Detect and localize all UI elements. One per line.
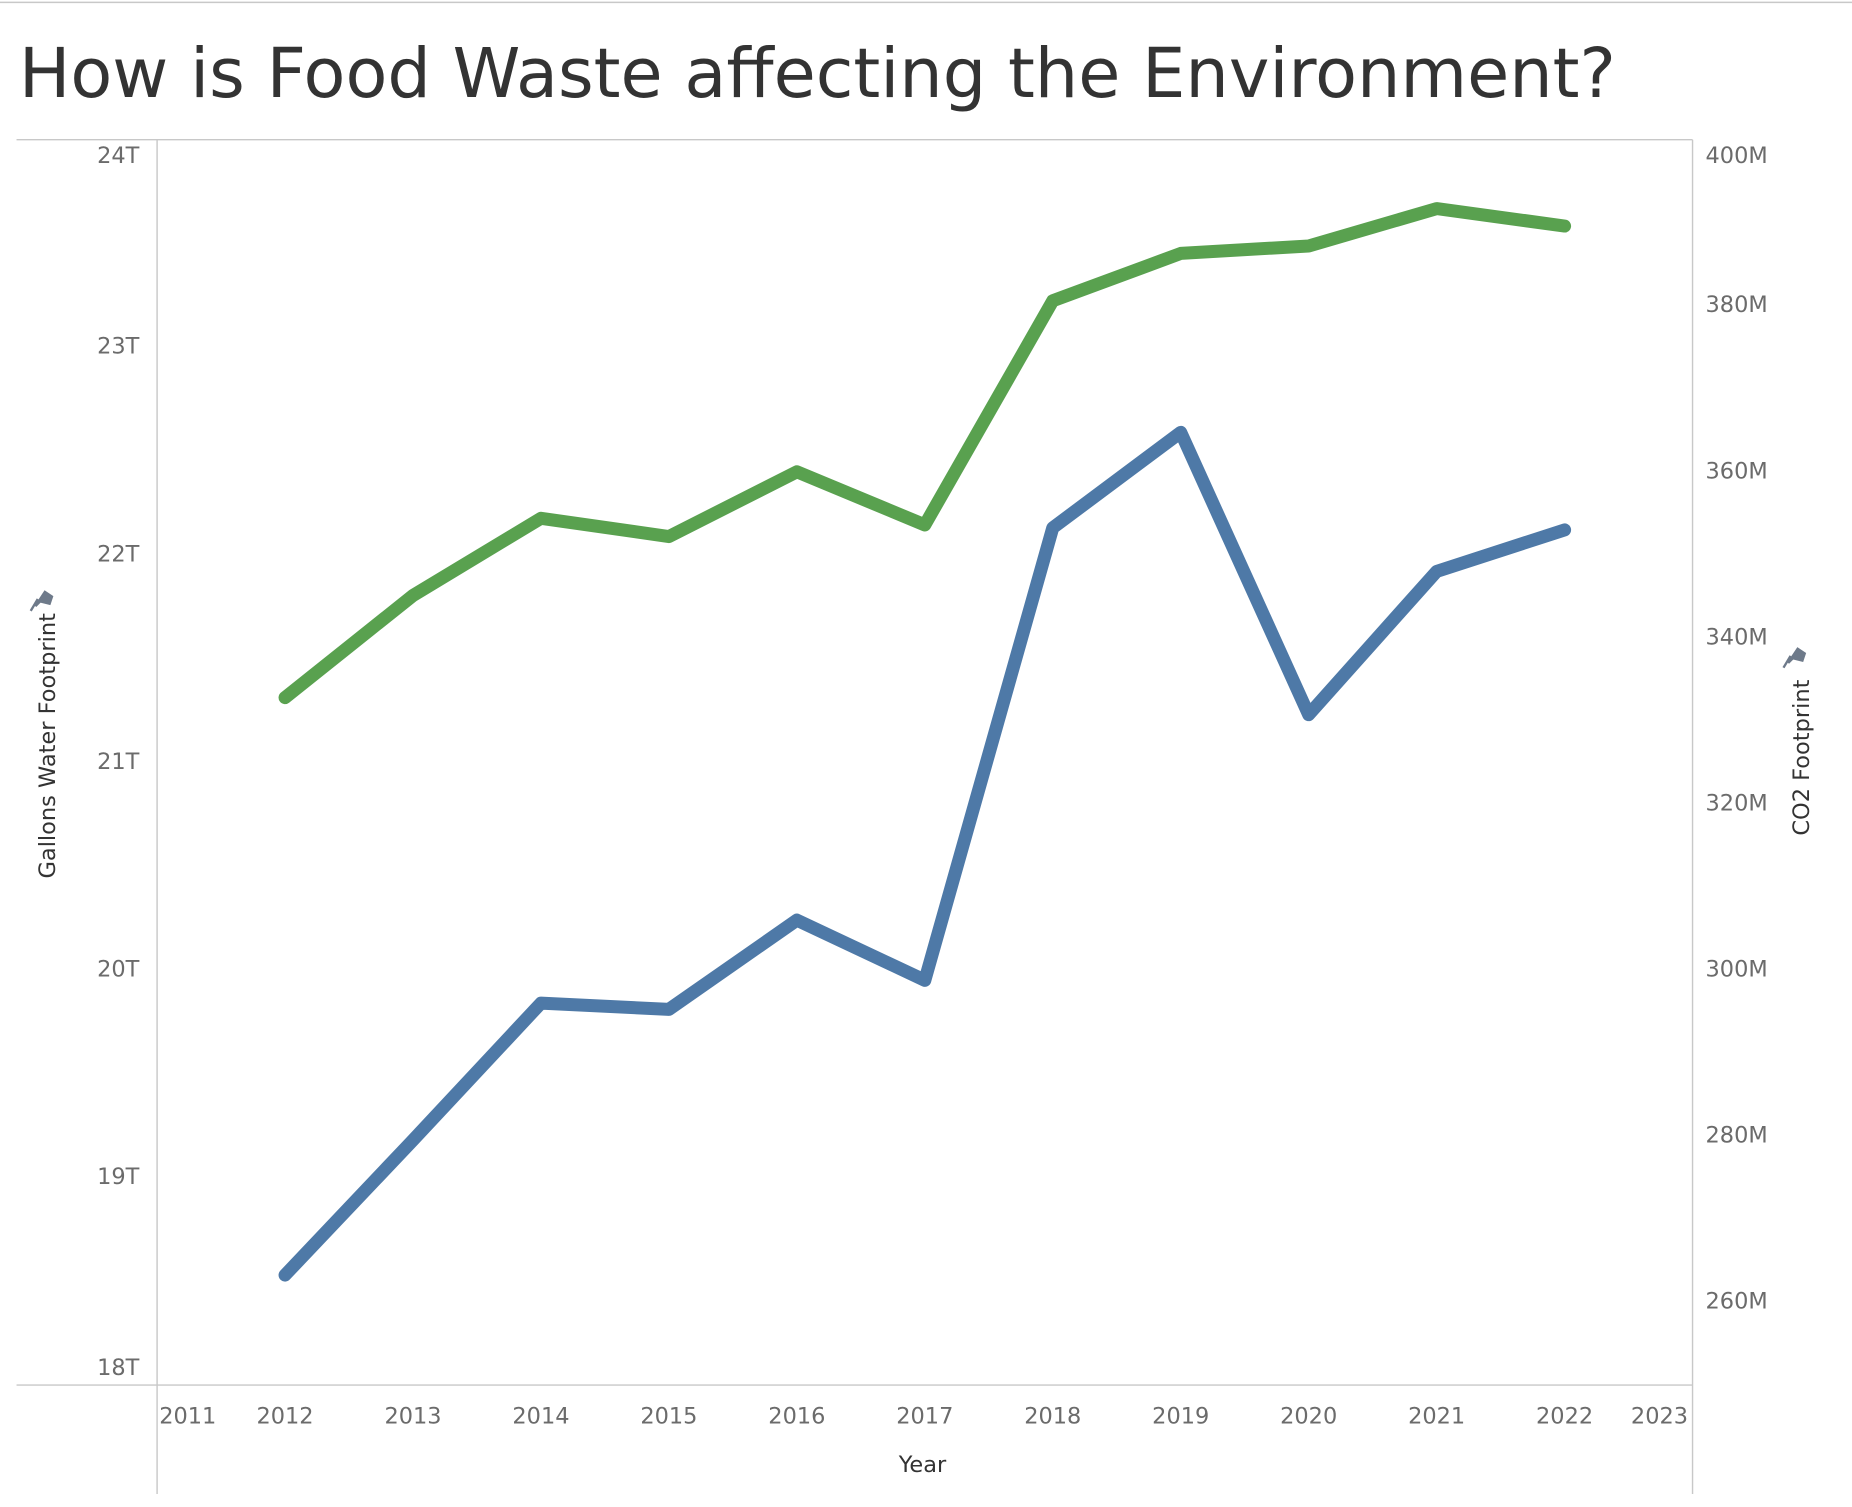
- x-tick-label: 2017: [896, 1404, 953, 1430]
- y2-tick-label: 300M: [1706, 956, 1768, 982]
- chart-title: How is Food Waste affecting the Environm…: [19, 34, 1616, 114]
- x-tick-label: 2023: [1631, 1404, 1688, 1430]
- y-tick-label: 18T: [97, 1355, 140, 1381]
- y-tick-label: 20T: [97, 956, 140, 982]
- y2-tick-label: 380M: [1706, 292, 1768, 318]
- y-tick-label: 23T: [97, 334, 140, 360]
- y2-axis-title: CO2 Footprint: [1789, 679, 1815, 835]
- series-line: [278, 425, 1572, 1282]
- x-tick-label: 2014: [512, 1404, 569, 1430]
- y-tick-label: 24T: [97, 143, 140, 169]
- x-tick-label: 2019: [1152, 1404, 1209, 1430]
- x-axis-title: Year: [898, 1452, 947, 1478]
- x-tick-label: 2021: [1408, 1404, 1465, 1430]
- x-tick-label: 2022: [1536, 1404, 1593, 1430]
- y-tick-label: 21T: [97, 749, 140, 775]
- x-tick-label: 2018: [1024, 1404, 1081, 1430]
- series-line: [278, 202, 1572, 705]
- y2-tick-label: 320M: [1706, 790, 1768, 816]
- y2-tick-label: 340M: [1706, 624, 1768, 650]
- x-tick-label: 2012: [256, 1404, 313, 1430]
- x-tick-label: 2011: [159, 1404, 216, 1430]
- y2-tick-label: 260M: [1706, 1289, 1768, 1315]
- pin-icon[interactable]: [1782, 647, 1807, 669]
- y-axis-title: Gallons Water Footprint: [35, 613, 61, 879]
- y-tick-label: 19T: [97, 1164, 140, 1190]
- x-tick-label: 2015: [640, 1404, 697, 1430]
- x-tick-label: 2020: [1280, 1404, 1337, 1430]
- x-tick-label: 2016: [768, 1404, 825, 1430]
- pin-icon[interactable]: [29, 590, 54, 612]
- y-tick-label: 22T: [97, 541, 140, 567]
- x-tick-label: 2013: [384, 1404, 441, 1430]
- y2-tick-label: 280M: [1706, 1122, 1768, 1148]
- y2-tick-label: 400M: [1706, 143, 1768, 169]
- y2-tick-label: 360M: [1706, 458, 1768, 484]
